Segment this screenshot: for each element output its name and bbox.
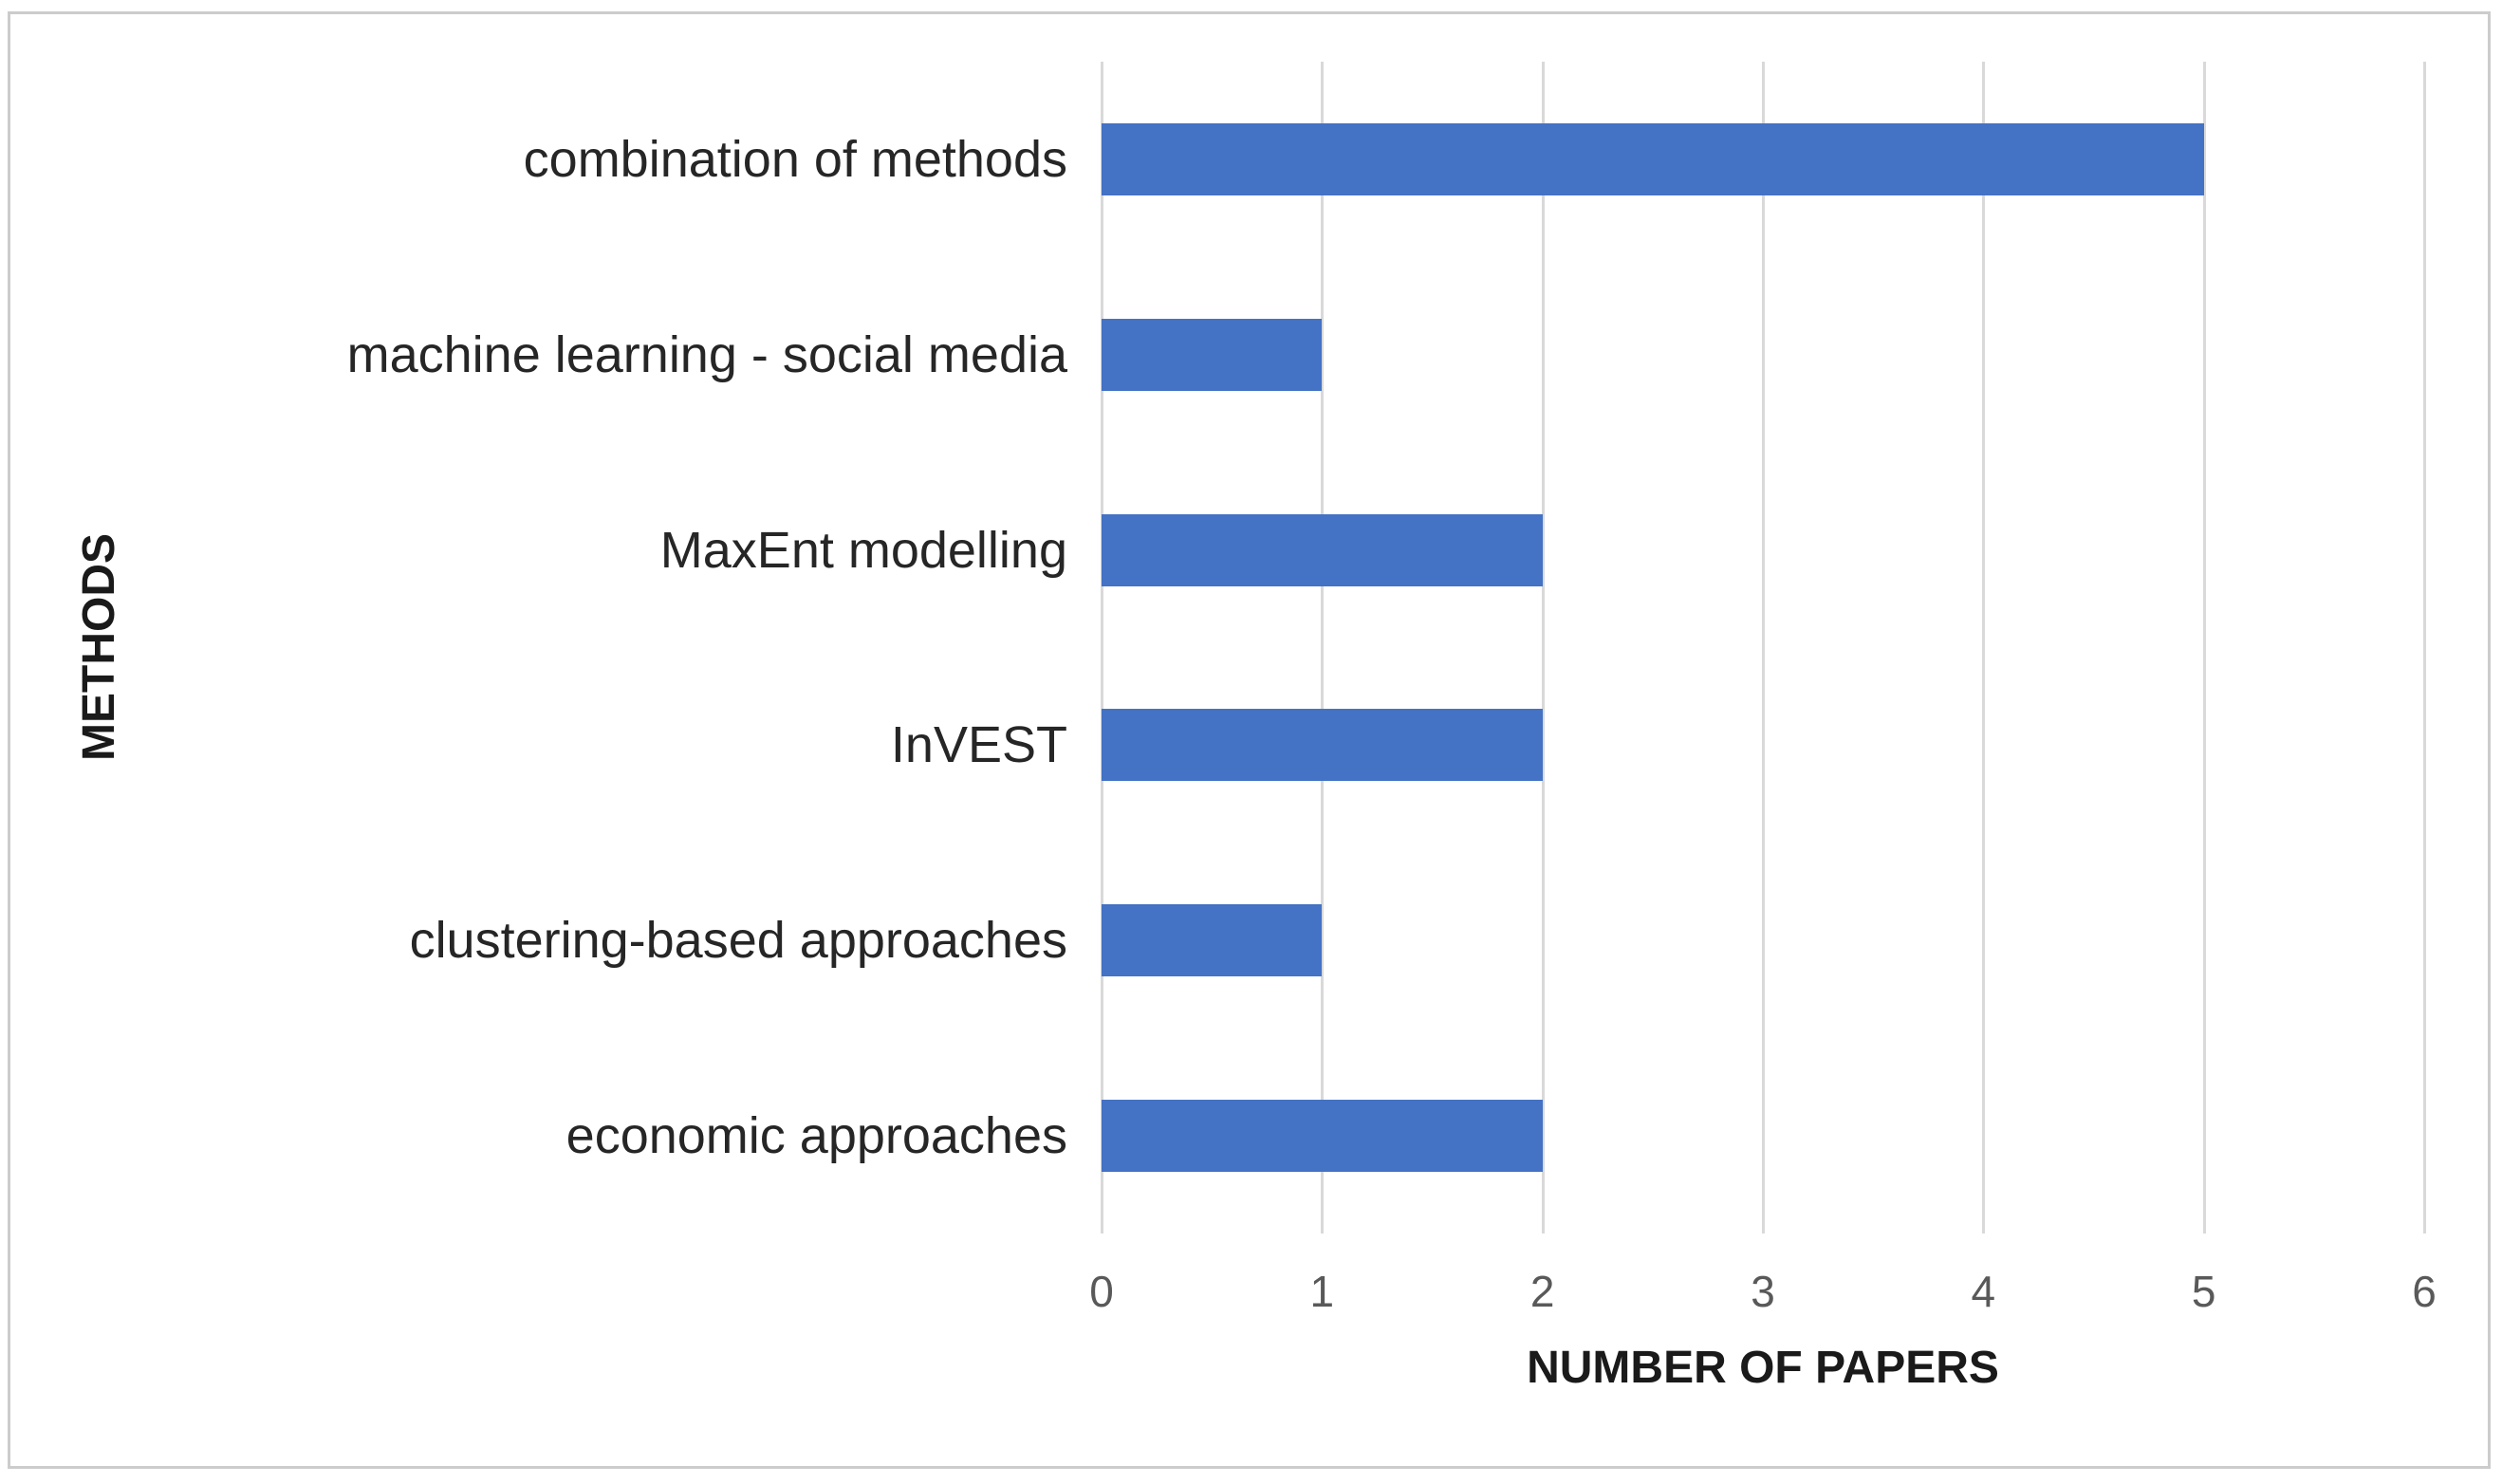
bar-band [1102, 257, 2424, 453]
gridline [1101, 62, 1103, 1234]
bar-2 [1102, 318, 1323, 391]
category-label: combination of methods [523, 130, 1067, 188]
bar-band [1102, 843, 2424, 1038]
bar-3 [1102, 513, 1543, 586]
category-label: economic approaches [565, 1107, 1067, 1165]
gridline [2423, 62, 2426, 1234]
x-tick-label: 2 [1529, 1267, 1555, 1316]
category-label: clustering-based approaches [409, 912, 1067, 970]
x-tick-label: 5 [2191, 1267, 2216, 1316]
x-axis-tick-labels: 0 1 2 3 4 5 6 [1089, 1267, 2437, 1326]
bar-6 [1102, 1100, 1543, 1173]
x-tick-label: 4 [1971, 1267, 1996, 1316]
gridline [1321, 62, 1325, 1234]
gridline [1762, 62, 1765, 1234]
x-tick-label: 3 [1751, 1267, 1775, 1316]
x-tick-label: 1 [1309, 1267, 1335, 1316]
plot-area [1101, 62, 2426, 1234]
bar-band [1102, 62, 2424, 257]
bar-4 [1102, 709, 1543, 782]
x-tick-label: 0 [1089, 1267, 1114, 1316]
category-label: machine learning - social media [346, 325, 1067, 383]
gridline [2202, 62, 2206, 1234]
x-axis-title: NUMBER OF PAPERS [1527, 1343, 1999, 1393]
category-axis-labels: combination of methods machine learning -… [0, 62, 1067, 1234]
bar-1 [1102, 122, 2204, 195]
category-label: InVEST [890, 716, 1067, 774]
bar-band [1102, 1038, 2424, 1234]
bar-series [1102, 62, 2424, 1234]
x-tick-label: 6 [2412, 1267, 2437, 1316]
gridline [1541, 62, 1545, 1234]
gridline [1982, 62, 1986, 1234]
bar-band [1102, 647, 2424, 843]
category-label: MaxEnt modelling [659, 521, 1067, 579]
bar-band [1102, 453, 2424, 648]
bar-5 [1102, 904, 1323, 977]
